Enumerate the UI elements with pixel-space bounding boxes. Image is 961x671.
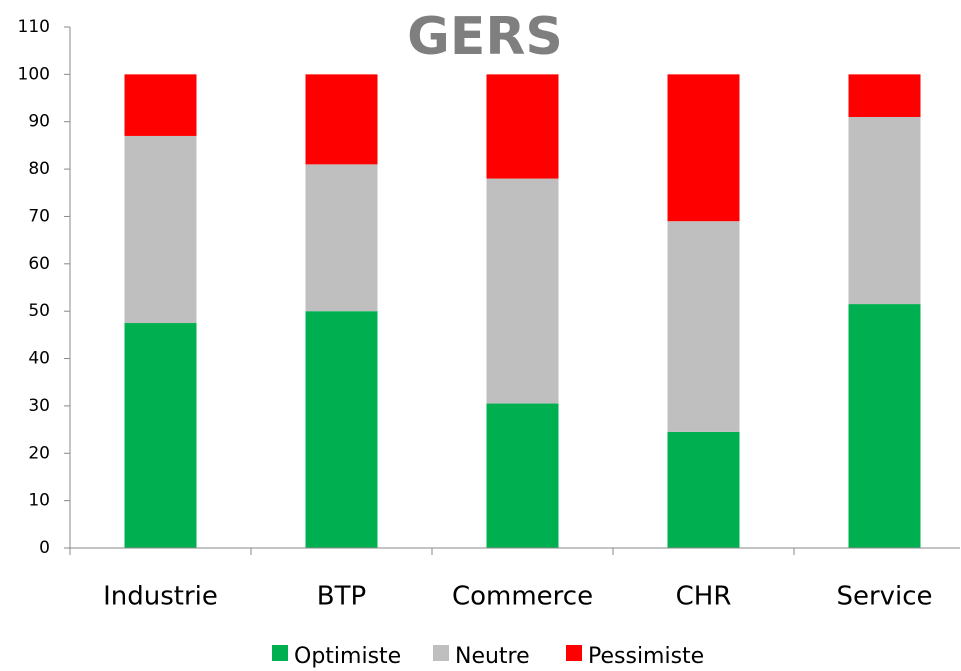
bar-segment [305, 311, 378, 548]
legend-swatch [433, 645, 449, 661]
x-tick-label: Commerce [452, 582, 593, 612]
chart-title: GERS [407, 7, 563, 67]
bar-segment [124, 135, 197, 324]
y-tick-label: 110 [18, 17, 50, 37]
bar-segment [124, 74, 197, 136]
bar-segment [486, 403, 559, 548]
y-tick-label: 80 [28, 159, 50, 179]
x-tick-label: CHR [676, 582, 732, 612]
legend-swatch [272, 645, 288, 661]
legend-label: Pessimiste [588, 644, 704, 669]
bar-segment [124, 323, 197, 548]
y-tick-label: 70 [28, 206, 50, 226]
bar-segment [848, 304, 921, 548]
legend-label: Neutre [455, 644, 530, 669]
bar-segment [486, 178, 559, 404]
legend-swatch [566, 645, 582, 661]
y-tick-label: 0 [39, 538, 50, 558]
y-tick-label: 50 [28, 301, 50, 321]
x-tick-label: BTP [317, 582, 366, 612]
x-tick-label: Service [836, 582, 932, 612]
y-tick-label: 10 [28, 491, 50, 511]
bar-segment [305, 164, 378, 312]
legend-label: Optimiste [294, 644, 401, 669]
y-tick-label: 90 [28, 112, 50, 132]
bar-segment [486, 74, 559, 179]
bar-segment [848, 116, 921, 305]
bar-segment [667, 221, 740, 432]
y-tick-label: 30 [28, 396, 50, 416]
bar-segment [848, 74, 921, 117]
bar-segment [667, 431, 740, 548]
bar-segment [667, 74, 740, 222]
y-tick-label: 60 [28, 254, 50, 274]
bar-segment [305, 74, 378, 165]
x-tick-label: Industrie [103, 582, 218, 612]
y-tick-label: 20 [28, 443, 50, 463]
y-tick-label: 100 [18, 64, 50, 84]
y-tick-label: 40 [28, 349, 50, 369]
